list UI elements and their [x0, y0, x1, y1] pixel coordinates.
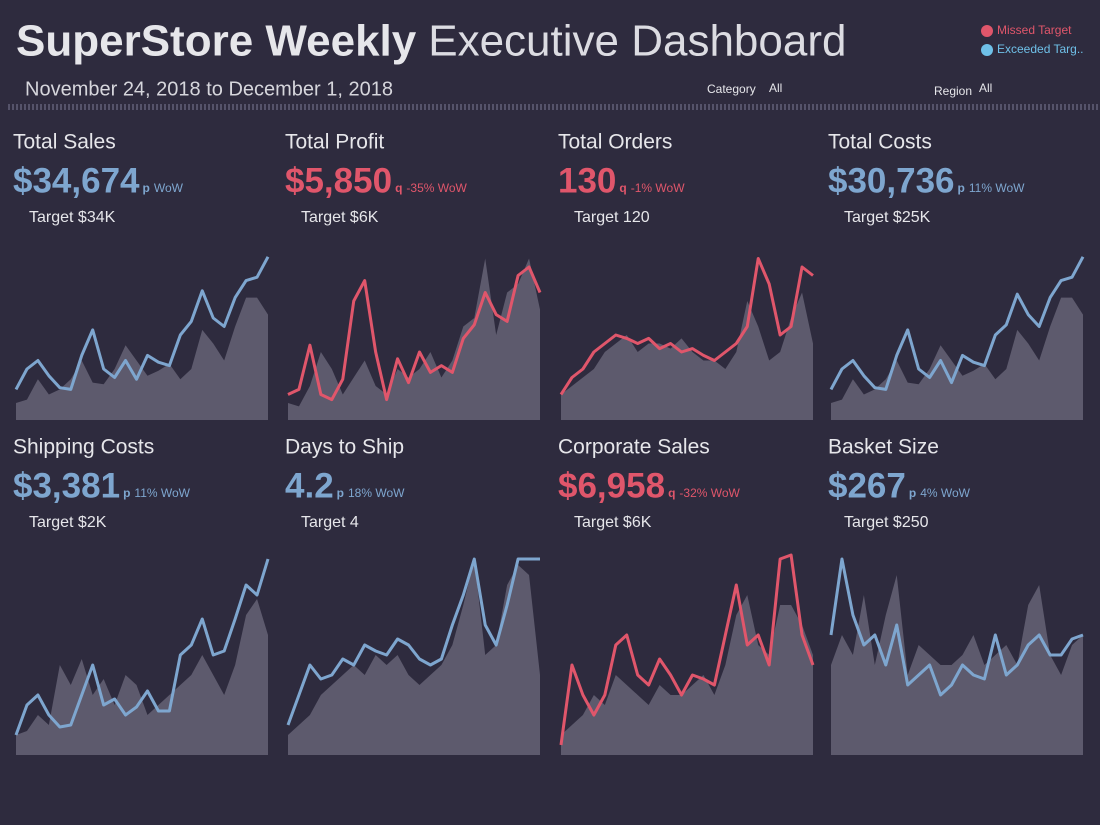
filter-value[interactable]: All: [979, 81, 992, 95]
kpi-title: Total Sales: [13, 131, 116, 154]
kpi-arrow: p: [123, 486, 130, 500]
kpi-change: 18% WoW: [348, 486, 405, 500]
kpi-change: 4% WoW: [920, 486, 970, 500]
kpi-title: Corporate Sales: [558, 436, 710, 459]
area: [288, 258, 540, 420]
kpi-target: Target $25K: [844, 209, 931, 226]
area: [561, 595, 813, 755]
line: [14, 256, 270, 391]
kpi-arrow: p: [909, 486, 916, 500]
date-range: November 24, 2018 to December 1, 2018: [25, 78, 393, 100]
kpi-value: $3,381: [13, 466, 120, 505]
title-bold: SuperStore Weekly: [16, 17, 417, 66]
kpi-title: Basket Size: [828, 436, 939, 459]
line: [559, 553, 815, 746]
kpi-target: Target $2K: [29, 514, 107, 531]
area: [16, 599, 268, 755]
kpi-arrow: p: [958, 181, 965, 195]
kpi-value: 4.2: [285, 466, 334, 505]
line: [286, 557, 540, 726]
area: [831, 297, 1083, 420]
kpi-target: Target 4: [301, 514, 359, 531]
legend-label: Exceeded Targ..: [997, 42, 1084, 56]
kpi-value: 130: [558, 161, 616, 200]
legend-marker: [981, 44, 993, 56]
area: [831, 575, 1083, 755]
kpi-change: WoW: [154, 181, 184, 195]
kpi-change: -35% WoW: [406, 181, 467, 195]
legend-marker: [981, 25, 993, 37]
area: [561, 292, 813, 420]
kpi-title: Total Orders: [558, 131, 672, 154]
filter-label: Region: [934, 84, 972, 98]
kpi-target: Target $6K: [574, 514, 652, 531]
title-light: Executive Dashboard: [428, 17, 846, 66]
kpi-title: Total Costs: [828, 131, 932, 154]
kpi-target: Target $250: [844, 514, 929, 531]
kpi-value: $267: [828, 466, 906, 505]
area: [288, 559, 540, 755]
line: [14, 558, 270, 736]
kpi-value: $6,958: [558, 466, 665, 505]
kpi-arrow: p: [143, 181, 150, 195]
filter-value[interactable]: All: [769, 81, 782, 95]
kpi-title: Total Profit: [285, 131, 384, 154]
kpi-change: 11% WoW: [969, 181, 1025, 195]
kpi-change: -1% WoW: [631, 181, 685, 195]
line: [287, 265, 542, 402]
line: [559, 257, 814, 396]
kpi-target: Target $6K: [301, 209, 379, 226]
kpi-change: 11% WoW: [134, 486, 190, 500]
kpi-arrow: q: [668, 486, 675, 500]
kpi-value: $34,674: [13, 161, 140, 200]
kpi-value: $5,850: [285, 161, 392, 200]
kpi-value: $30,736: [828, 161, 955, 200]
kpi-title: Days to Ship: [285, 436, 404, 459]
line: [829, 557, 1084, 697]
kpi-target: Target $34K: [29, 209, 116, 226]
kpi-title: Shipping Costs: [13, 436, 154, 459]
line: [829, 256, 1085, 391]
kpi-arrow: p: [337, 486, 344, 500]
kpi-arrow: q: [619, 181, 626, 195]
area: [16, 297, 268, 420]
kpi-arrow: q: [395, 181, 402, 195]
filter-label: Category: [707, 82, 756, 96]
legend-label: Missed Target: [997, 23, 1072, 37]
kpi-target: Target 120: [574, 209, 650, 226]
kpi-change: -32% WoW: [679, 486, 740, 500]
